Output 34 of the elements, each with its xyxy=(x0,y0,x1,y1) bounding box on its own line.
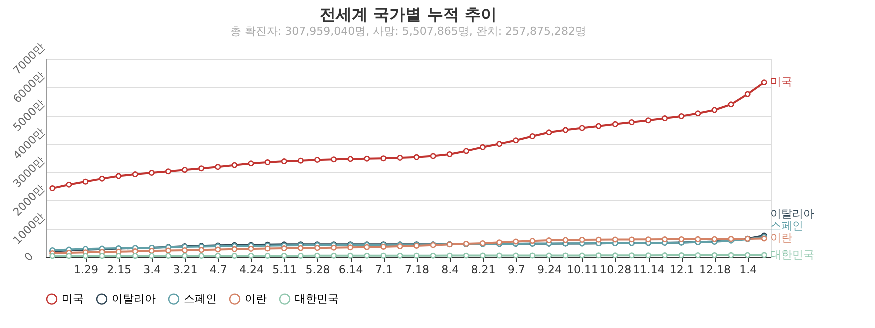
x-tick-label: 10.28 xyxy=(600,264,632,276)
x-tick-label: 11.14 xyxy=(633,264,665,276)
legend-label: 미국 xyxy=(62,292,84,306)
x-tick-label: 3.4 xyxy=(144,264,162,276)
x-tick-label: 4.7 xyxy=(210,264,228,276)
text: 이탈리아 xyxy=(770,208,814,221)
x-tick-label: 7.1 xyxy=(375,264,393,276)
text: 대한민국 xyxy=(770,248,814,262)
x-tick-label: 6.14 xyxy=(338,264,364,276)
x-tick-label: 1.29 xyxy=(74,264,98,276)
legend-label: 이란 xyxy=(245,292,267,306)
legend-label: 대한민국 xyxy=(295,292,339,306)
x-tick-label: 4.24 xyxy=(240,264,264,276)
x-tick-label: 1.4 xyxy=(740,264,758,276)
text: 스페인 xyxy=(770,220,804,233)
text: 미국 xyxy=(770,76,792,89)
chart-subtitle: 총 확진자: 307,959,040명, 사망: 5,507,865명, 완치: 257,875,282명 xyxy=(230,24,587,38)
x-tick-label: 5.11 xyxy=(272,264,298,276)
legend-label: 이탈리아 xyxy=(112,292,156,306)
x-tick-label: 10.11 xyxy=(567,264,599,276)
text: 이란 xyxy=(770,232,792,245)
x-tick-label: 9.24 xyxy=(537,264,562,276)
legend-label: 스페인 xyxy=(184,292,217,306)
x-tick-label: 7.18 xyxy=(405,264,430,276)
x-tick-label: 2.15 xyxy=(107,264,132,276)
x-tick-label: 8.21 xyxy=(471,264,496,276)
x-tick-label: 12.18 xyxy=(699,264,731,276)
x-tick-label: 12.1 xyxy=(670,264,694,276)
chart-title: 전세계 국가별 누적 추이 xyxy=(320,4,497,24)
x-tick-label: 8.4 xyxy=(442,264,460,276)
x-tick-label: 5.28 xyxy=(306,264,330,276)
x-tick-label: 3.21 xyxy=(173,264,198,276)
x-tick-label: 9.7 xyxy=(508,264,526,276)
y-tick-label: 0 xyxy=(22,250,36,264)
